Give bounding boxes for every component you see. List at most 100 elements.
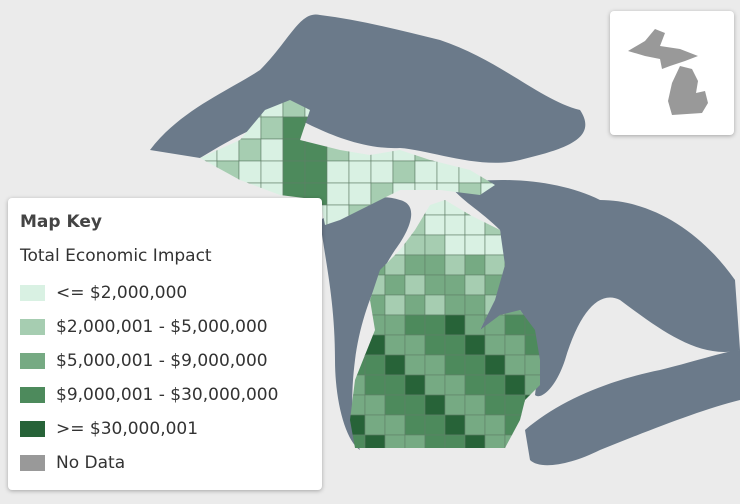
key-item: >= $30,000,001 <box>20 412 310 446</box>
county <box>424 334 446 356</box>
county <box>304 160 328 184</box>
county <box>200 160 218 184</box>
county <box>444 434 466 448</box>
county <box>424 234 446 256</box>
county <box>404 354 426 376</box>
county <box>444 374 466 396</box>
key-item: $5,000,001 - $9,000,000 <box>20 344 310 378</box>
county <box>282 116 306 140</box>
county <box>364 434 386 448</box>
key-swatch <box>20 353 45 369</box>
key-item: No Data <box>20 446 310 480</box>
county <box>504 314 526 336</box>
county <box>458 160 482 184</box>
county <box>384 434 406 448</box>
county <box>464 314 486 336</box>
county <box>444 214 466 236</box>
county <box>484 394 506 416</box>
county <box>484 254 506 276</box>
county <box>404 394 426 416</box>
county <box>424 354 446 376</box>
county <box>282 138 306 162</box>
key-label: $5,000,001 - $9,000,000 <box>56 351 268 371</box>
county <box>464 354 486 376</box>
county <box>404 374 426 396</box>
county <box>216 160 240 184</box>
key-item: $2,000,001 - $5,000,000 <box>20 310 310 344</box>
county <box>404 274 426 296</box>
county <box>444 314 466 336</box>
county <box>392 160 416 184</box>
key-swatch <box>20 455 45 471</box>
county <box>444 334 466 356</box>
county <box>326 160 350 184</box>
key-swatch <box>20 387 45 403</box>
lake-erie <box>525 350 740 466</box>
county <box>484 374 506 396</box>
county <box>504 334 526 356</box>
county <box>464 294 486 316</box>
lake-superior <box>150 14 586 163</box>
county <box>260 138 284 162</box>
key-swatch <box>20 421 45 437</box>
county <box>504 354 526 376</box>
county <box>260 160 284 184</box>
county <box>348 182 372 206</box>
county <box>504 394 526 416</box>
county <box>524 394 540 416</box>
county <box>384 414 406 436</box>
county <box>384 294 406 316</box>
county <box>424 200 446 216</box>
county <box>436 160 460 184</box>
county <box>424 214 446 236</box>
county <box>424 254 446 276</box>
county <box>464 254 486 276</box>
county <box>464 414 486 436</box>
county <box>350 434 366 448</box>
county <box>484 334 506 356</box>
county <box>464 234 486 256</box>
county <box>444 294 466 316</box>
locator-inset <box>610 11 734 135</box>
county <box>424 434 446 448</box>
county <box>424 394 446 416</box>
county <box>404 414 426 436</box>
county <box>364 354 386 376</box>
county <box>326 138 350 162</box>
county <box>384 314 406 336</box>
county <box>484 414 506 436</box>
key-title: Map Key <box>20 212 102 232</box>
county <box>384 354 406 376</box>
county <box>384 374 406 396</box>
county <box>238 138 262 162</box>
county <box>326 182 350 206</box>
key-label: $9,000,001 - $30,000,000 <box>56 385 279 405</box>
county <box>414 182 438 206</box>
county <box>424 414 446 436</box>
county <box>238 160 262 184</box>
key-swatch <box>20 285 45 301</box>
county <box>364 374 386 396</box>
county <box>404 254 426 276</box>
county <box>384 394 406 416</box>
county <box>364 334 386 356</box>
county <box>504 414 526 436</box>
key-label: <= $2,000,000 <box>56 283 188 303</box>
county <box>484 434 506 448</box>
county <box>424 294 446 316</box>
lake-michigan <box>320 197 412 450</box>
county <box>282 160 306 184</box>
county <box>444 234 466 256</box>
key-swatch <box>20 319 45 335</box>
county <box>404 334 426 356</box>
county <box>444 354 466 376</box>
county <box>464 434 486 448</box>
county <box>404 314 426 336</box>
county <box>444 274 466 296</box>
key-label: $2,000,001 - $5,000,000 <box>56 317 268 337</box>
county <box>480 160 495 184</box>
county <box>464 374 486 396</box>
county <box>364 394 386 416</box>
